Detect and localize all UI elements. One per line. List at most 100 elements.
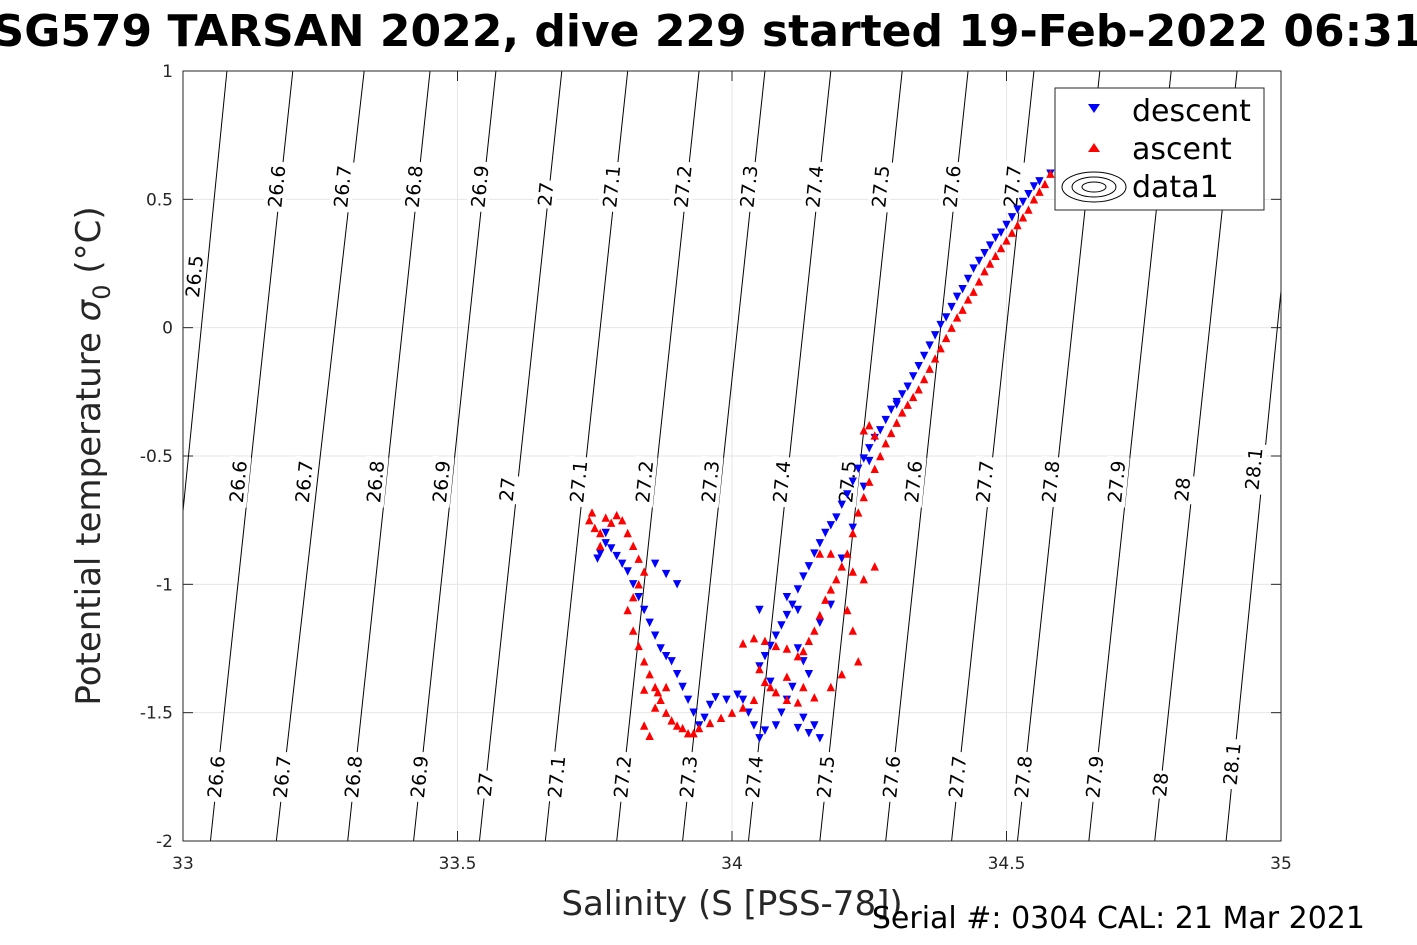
isopycnal-label-text: 27.6	[940, 164, 966, 208]
ascent-point	[1040, 179, 1050, 189]
ascent-point	[628, 541, 638, 551]
isopycnal-label-text: 27.9	[1082, 755, 1108, 799]
isopycnal-label-bg	[533, 179, 558, 210]
descent-point	[941, 313, 951, 322]
ascent-point	[996, 243, 1006, 253]
descent-series	[593, 169, 1055, 743]
descent-point	[804, 669, 814, 679]
isopycnal-label: 26.7	[328, 160, 356, 213]
ascent-point	[634, 554, 643, 563]
descent-point	[996, 228, 1006, 237]
descent-point	[623, 567, 632, 576]
isopycnal-label: 26.6	[202, 750, 230, 803]
isopycnal-label-text: 27.3	[698, 460, 724, 504]
isopycnal-label-text: 28.1	[1241, 447, 1267, 491]
descent-point	[1002, 220, 1011, 230]
isopycnal-label: 27.4	[767, 455, 795, 508]
ascent-point	[865, 477, 874, 486]
ascent-point	[930, 354, 940, 363]
isopycnal-label-bg	[608, 750, 636, 803]
ascent-point	[903, 400, 912, 409]
ascent-point	[936, 344, 945, 353]
descent-point	[661, 652, 671, 661]
ascent-point	[826, 549, 836, 558]
isopycnal-label: 27.2	[630, 455, 658, 508]
x-tick-label: 34.5	[988, 854, 1026, 874]
isopycnal-label-bg	[202, 750, 230, 803]
isopycnal-label-text: 27.8	[1011, 755, 1037, 799]
isopycnal-label: 27.9	[1080, 750, 1108, 803]
isopycnal-label: 27.5	[811, 750, 839, 803]
isopycnal-label-bg	[833, 455, 861, 508]
descent-point	[760, 726, 770, 735]
descent-point	[700, 713, 709, 722]
isopycnal-label-bg	[328, 160, 356, 213]
ascent-point	[639, 685, 649, 694]
ascent-point	[799, 646, 808, 656]
ascent-point	[854, 657, 863, 666]
isopycnal-label: 27.7	[971, 455, 999, 508]
ascent-point	[618, 515, 627, 525]
isopycnal-label: 26.7	[290, 455, 318, 508]
descent-point	[667, 657, 676, 666]
isopycnal-label-bg	[1102, 455, 1130, 508]
ascent-point	[854, 508, 863, 517]
isopycnal-label-bg	[674, 750, 702, 803]
isopycnal-label-text: 27.4	[742, 755, 768, 799]
descent-point	[810, 549, 819, 558]
ascent-point	[678, 723, 687, 733]
isopycnal-label-text: 27.1	[566, 460, 592, 504]
descent-point	[672, 580, 682, 589]
isopycnal-label-bg	[877, 750, 905, 803]
ascent-point	[755, 664, 764, 674]
isopycnal-label: 26.9	[466, 160, 494, 213]
isopycnal-label-bg	[800, 160, 828, 213]
ascent-point	[727, 708, 737, 717]
descent-point	[678, 682, 687, 692]
isopycnal-label: 27	[472, 769, 498, 800]
descent-point	[892, 400, 901, 409]
ascent-point	[749, 695, 759, 705]
descent-point	[689, 708, 698, 717]
isopycnal-label-bg	[740, 750, 768, 803]
descent-point	[914, 361, 923, 371]
ascent-point	[1013, 220, 1022, 230]
isopycnal-label: 27.4	[740, 750, 768, 803]
isopycnal-label-text: 28.1	[1220, 742, 1246, 786]
isopycnal-label-bg	[811, 750, 839, 803]
descent-point	[1013, 205, 1022, 214]
ascent-point	[881, 438, 890, 448]
descent-point	[788, 600, 797, 610]
descent-point	[848, 477, 857, 486]
ascent-point	[974, 277, 984, 286]
descent-point	[793, 605, 803, 615]
ascent-series	[585, 169, 1055, 740]
y-axis-label: Potential temperature σ0 (°C)	[69, 206, 116, 705]
isopycnal-label-text: 27.1	[599, 164, 625, 208]
ascent-point	[793, 652, 803, 661]
ascent-point	[859, 575, 868, 584]
legend-label-data1: data1	[1132, 170, 1219, 205]
isopycnal-label-text: 27.8	[1038, 460, 1064, 504]
descent-point	[672, 669, 682, 679]
isopycnal-label: 27.1	[564, 455, 592, 508]
x-tick-label: 33	[172, 854, 194, 874]
isopycnal-label-bg	[564, 455, 592, 508]
ascent-point	[804, 636, 814, 645]
ascent-point	[1018, 213, 1028, 222]
isopycnal-label: 26.9	[405, 750, 433, 803]
isopycnal-label-text: 27.2	[671, 164, 697, 208]
isopycnal-label-bg	[290, 455, 318, 508]
ascent-point	[826, 682, 836, 692]
isopycnal-label-bg	[361, 455, 389, 508]
isopycnal-label: 28	[1169, 474, 1195, 505]
descent-point	[738, 695, 748, 705]
ascent-point	[766, 682, 775, 692]
ascent-point	[969, 287, 978, 296]
ascent-point	[683, 729, 693, 738]
isopycnal-label: 26.5	[180, 250, 208, 303]
ascent-point	[634, 580, 643, 589]
ascent-point	[771, 687, 781, 697]
ascent-point	[782, 695, 792, 705]
descent-point	[810, 721, 819, 730]
